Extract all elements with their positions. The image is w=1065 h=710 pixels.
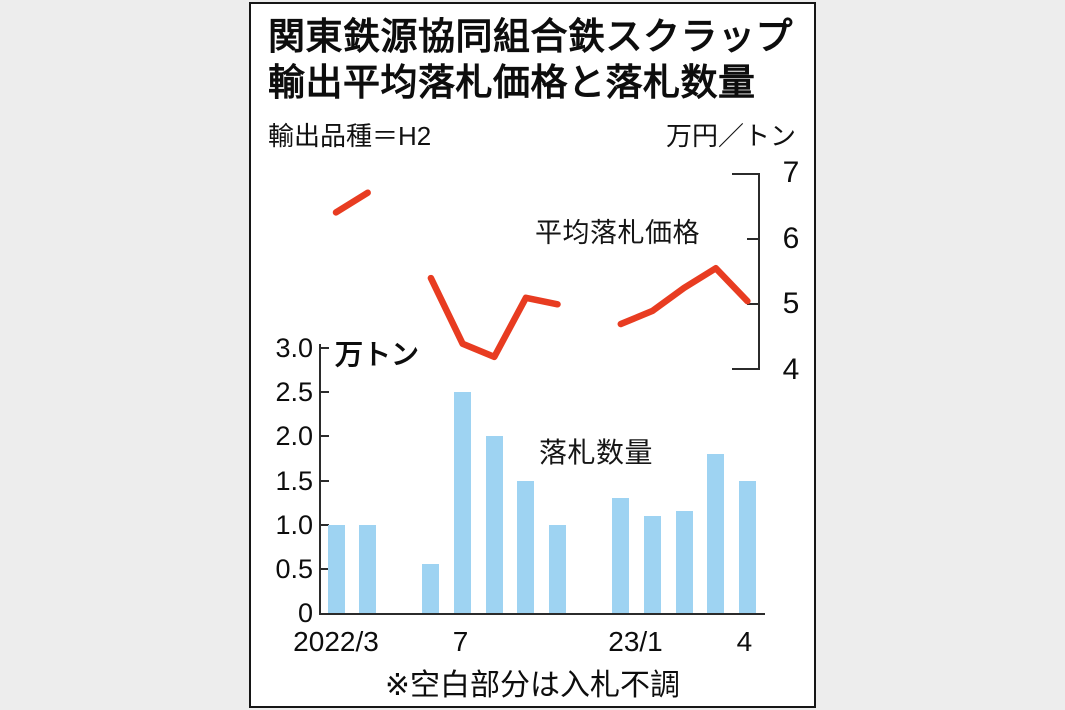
price-line-segment bbox=[332, 189, 371, 216]
figure-panel: 関東鉄源協同組合鉄スクラップ 輸出平均落札価格と落札数量 輸出品種＝H2 万円／… bbox=[249, 2, 816, 708]
right-axis-tick bbox=[747, 237, 758, 240]
chart-title-line1: 関東鉄源協同組合鉄スクラップ bbox=[268, 16, 793, 57]
left-axis-tick-label: 1.0 bbox=[275, 509, 313, 540]
x-axis-line bbox=[319, 613, 765, 615]
chart-title: 関東鉄源協同組合鉄スクラップ 輸出平均落札価格と落札数量 bbox=[268, 14, 793, 106]
x-tick-label-2022/3: 2022/3 bbox=[293, 626, 379, 657]
price-line-segment bbox=[427, 274, 561, 361]
left-axis-tick-label: 0.5 bbox=[275, 553, 313, 584]
right-axis-tick-label: 7 bbox=[782, 156, 800, 189]
x-tick-label-23/1: 23/1 bbox=[608, 626, 663, 657]
left-axis-tick-label: 2.0 bbox=[275, 421, 313, 452]
left-axis-line bbox=[319, 344, 321, 615]
left-axis-tick bbox=[321, 435, 329, 438]
export-grade-label: 輸出品種＝H2 bbox=[268, 121, 432, 151]
left-axis-tick bbox=[321, 347, 329, 349]
left-axis-tick-label: 2.5 bbox=[275, 377, 313, 408]
right-axis-tick-label: 6 bbox=[782, 221, 800, 255]
bar-2022/7 bbox=[454, 392, 472, 613]
bar-2022/4 bbox=[359, 524, 377, 613]
right-axis-tick bbox=[747, 303, 758, 306]
bar-series-label: 落札数量 bbox=[539, 437, 654, 468]
bar-2023/4 bbox=[738, 480, 756, 613]
right-axis-line bbox=[758, 173, 760, 370]
price-line-chart bbox=[332, 189, 751, 361]
left-axis-tick-label: 1.5 bbox=[275, 465, 313, 496]
line-series-label: 平均落札価格 bbox=[535, 218, 700, 248]
plot-area: 3.0 2.5 2.0 1.5 1.0 0.5 0 7 6 5 4 2022/3 7 23/1 4 bbox=[251, 4, 814, 706]
bar-2023/1 bbox=[644, 515, 661, 613]
chart-title-line2: 輸出平均落札価格と落札数量 bbox=[268, 62, 756, 103]
bar-2022/3 bbox=[327, 524, 345, 613]
left-axis-tick-label: 0 bbox=[297, 598, 313, 628]
bar-2022/6 bbox=[422, 564, 440, 613]
right-axis-cap-top bbox=[732, 173, 758, 175]
left-axis-tick bbox=[321, 567, 329, 570]
left-axis-tick bbox=[321, 391, 329, 394]
left-axis-tick-label: 3.0 bbox=[275, 333, 313, 363]
left-axis-tick bbox=[321, 523, 329, 526]
bar-2022/10 bbox=[549, 524, 567, 613]
bar-2023/3 bbox=[707, 454, 725, 613]
bar-2022/9 bbox=[517, 480, 535, 613]
price-line-segment bbox=[617, 264, 751, 328]
right-axis-unit-label: 万円／トン bbox=[665, 121, 796, 151]
bar-2023/2 bbox=[675, 511, 693, 613]
x-tick-label-7: 7 bbox=[452, 626, 469, 657]
bar-2022/8 bbox=[485, 436, 503, 613]
footnote: ※空白部分は入札不調 bbox=[384, 669, 681, 702]
x-tick-label-4: 4 bbox=[736, 626, 753, 657]
right-axis-tick-label: 4 bbox=[782, 353, 800, 386]
right-axis-cap-bottom bbox=[732, 368, 758, 370]
bar-2022/12 bbox=[612, 498, 630, 613]
right-axis-tick-label: 5 bbox=[782, 287, 800, 321]
left-axis-tick bbox=[321, 479, 329, 482]
left-axis-unit-label: 万トン bbox=[335, 339, 420, 370]
